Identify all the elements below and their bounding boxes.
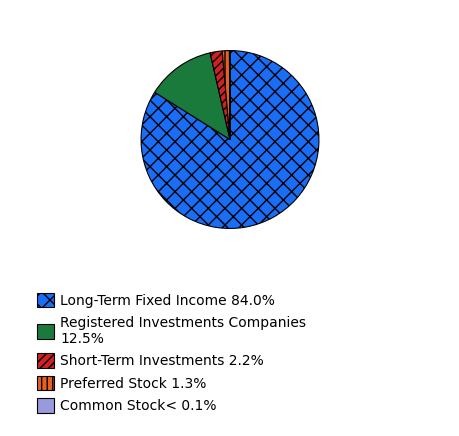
Wedge shape xyxy=(141,51,318,228)
Legend: Long-Term Fixed Income 84.0%, Registered Investments Companies
12.5%, Short-Term: Long-Term Fixed Income 84.0%, Registered… xyxy=(30,286,313,420)
Wedge shape xyxy=(229,51,230,140)
Wedge shape xyxy=(222,51,230,140)
Wedge shape xyxy=(154,53,230,140)
Wedge shape xyxy=(210,51,230,140)
